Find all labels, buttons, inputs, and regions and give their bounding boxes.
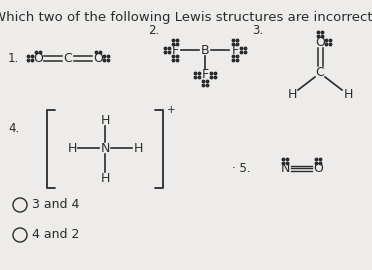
Text: 1.: 1.	[8, 52, 19, 65]
Text: 2.: 2.	[148, 23, 159, 36]
Text: O: O	[315, 35, 325, 49]
Text: Which two of the following Lewis structures are incorrect?: Which two of the following Lewis structu…	[0, 11, 372, 24]
Text: H: H	[100, 113, 110, 127]
Text: O: O	[93, 52, 103, 65]
Text: O: O	[33, 52, 43, 65]
Text: F: F	[231, 43, 238, 56]
Text: F: F	[201, 69, 209, 82]
Text: B: B	[201, 43, 209, 56]
Text: +: +	[167, 105, 176, 115]
Text: H: H	[343, 89, 353, 102]
Text: 4.: 4.	[8, 122, 19, 134]
Text: 3 and 4: 3 and 4	[32, 198, 79, 211]
Text: F: F	[171, 43, 179, 56]
Text: C: C	[315, 66, 324, 79]
Text: N: N	[280, 161, 290, 174]
Text: H: H	[67, 141, 77, 154]
Text: O: O	[313, 161, 323, 174]
Text: H: H	[287, 89, 297, 102]
Text: 3.: 3.	[252, 23, 263, 36]
Text: N: N	[100, 141, 110, 154]
Text: 4 and 2: 4 and 2	[32, 228, 79, 241]
Text: H: H	[133, 141, 143, 154]
Text: · 5.: · 5.	[232, 161, 251, 174]
Text: H: H	[100, 171, 110, 184]
Text: C: C	[64, 52, 73, 65]
